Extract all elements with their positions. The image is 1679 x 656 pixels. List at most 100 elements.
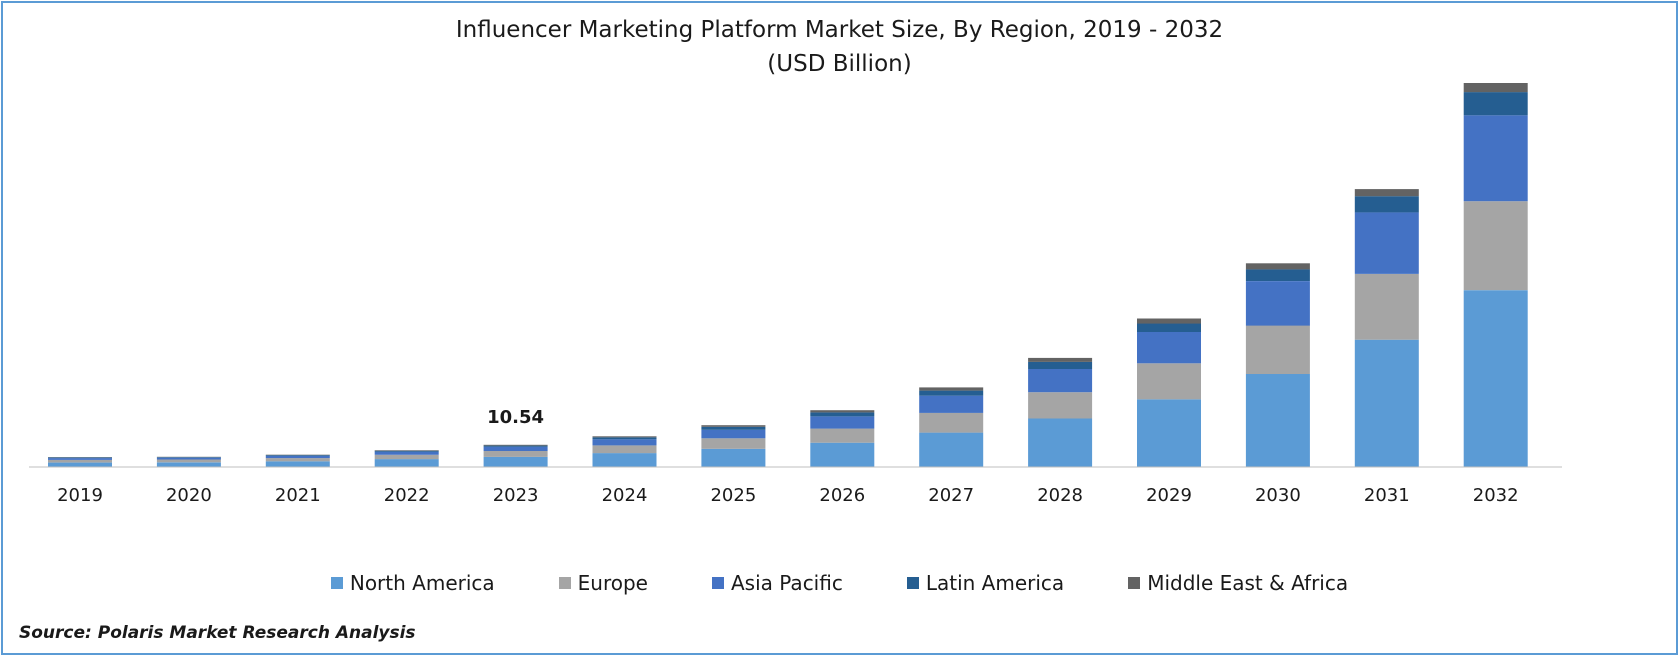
bar-segment-north-america-2021 [265, 461, 330, 467]
bar-segment-europe-2031 [1354, 274, 1419, 340]
bar-segment-asia-pacific-2020 [156, 457, 221, 460]
x-tick-label: 2028 [1037, 485, 1083, 506]
x-tick-label: 2032 [1473, 485, 1519, 506]
bar-segment-latin-america-2029 [1137, 323, 1201, 332]
bar-segment-middle-east-africa-2032 [1463, 83, 1528, 93]
legend-swatch [330, 577, 343, 589]
legend-item-latin-america: Latin America [906, 571, 1065, 595]
bar-segment-europe-2028 [1028, 392, 1093, 419]
bar-segment-asia-pacific-2027 [919, 395, 984, 413]
bar-segment-europe-2032 [1463, 201, 1528, 291]
legend-item-north-america: North America [330, 571, 495, 595]
bar-segment-latin-america-2024 [592, 437, 657, 440]
bar-segment-north-america-2026 [810, 442, 875, 467]
bar-segment-north-america-2030 [1245, 374, 1310, 467]
bar-segment-europe-2026 [810, 428, 875, 443]
legend-swatch [1128, 577, 1141, 589]
bar-segment-europe-2024 [592, 445, 657, 454]
bar-segment-middle-east-africa-2025 [701, 425, 766, 427]
bar-segment-north-america-2032 [1463, 290, 1528, 467]
bar-segment-asia-pacific-2030 [1245, 281, 1310, 326]
legend-item-middle-east-africa: Middle East & Africa [1128, 571, 1348, 595]
bar-segment-middle-east-africa-2026 [810, 410, 875, 413]
data-label-2023: 10.54 [487, 407, 544, 428]
legend-item-asia-pacific: Asia Pacific [712, 571, 843, 595]
annotations-group: 10.54 [487, 407, 544, 428]
bar-segment-europe-2021 [265, 458, 330, 462]
bar-segment-latin-america-2022 [374, 450, 439, 452]
bar-segment-north-america-2031 [1354, 339, 1419, 467]
source-note: Source: Polaris Market Research Analysis [19, 623, 416, 643]
x-tick-label: 2020 [166, 485, 212, 506]
bar-segment-north-america-2028 [1028, 418, 1093, 467]
chart-subtitle: (USD Billion) [767, 51, 912, 77]
x-tick-label: 2021 [275, 485, 321, 506]
bar-segment-europe-2023 [483, 451, 548, 457]
bar-segment-middle-east-africa-2029 [1137, 318, 1201, 324]
legend-label: Asia Pacific [731, 571, 843, 595]
x-tick-label: 2024 [602, 485, 648, 506]
bar-segment-asia-pacific-2023 [483, 446, 548, 451]
x-tick-label: 2022 [384, 485, 430, 506]
bar-segment-latin-america-2019 [48, 457, 112, 459]
bar-segment-asia-pacific-2032 [1463, 115, 1528, 202]
stacked-bar-chart: 2019 2020 2021 2022 2023 2024 2025 2026 2027 2028… [29, 83, 1562, 506]
bar-segment-middle-east-africa-2027 [919, 387, 984, 391]
legend-label: North America [349, 571, 495, 595]
bar-segment-north-america-2027 [919, 432, 984, 467]
x-tick-label: 2031 [1364, 485, 1410, 506]
bar-segment-middle-east-africa-2030 [1245, 263, 1310, 270]
bar-segment-asia-pacific-2022 [374, 451, 439, 455]
x-tick-label: 2019 [57, 485, 103, 506]
x-tick-label: 2027 [928, 485, 974, 506]
bar-segment-north-america-2024 [592, 453, 657, 467]
legend-label: Europe [577, 571, 648, 595]
bar-segment-latin-america-2026 [810, 412, 875, 417]
bar-segment-asia-pacific-2026 [810, 416, 875, 429]
bar-segment-asia-pacific-2021 [265, 455, 330, 459]
bar-segment-latin-america-2030 [1245, 269, 1310, 281]
bar-segment-middle-east-africa-2023 [483, 444, 548, 446]
bar-segment-asia-pacific-2019 [48, 458, 112, 460]
bar-segment-latin-america-2023 [483, 445, 548, 447]
bar-segment-north-america-2020 [156, 462, 221, 467]
bar-segment-north-america-2029 [1137, 399, 1201, 467]
bar-segment-latin-america-2025 [701, 426, 766, 430]
bar-segment-europe-2020 [156, 459, 221, 463]
x-tick-label: 2026 [819, 485, 865, 506]
bar-segment-latin-america-2028 [1028, 361, 1093, 369]
bar-segment-asia-pacific-2028 [1028, 369, 1093, 393]
bar-segment-north-america-2022 [374, 459, 439, 467]
bar-segment-latin-america-2032 [1463, 92, 1528, 116]
bar-segment-europe-2019 [48, 459, 112, 463]
x-tick-label: 2025 [710, 485, 756, 506]
bar-segment-europe-2027 [919, 412, 984, 433]
bar-segment-asia-pacific-2024 [592, 439, 657, 446]
bar-segment-asia-pacific-2031 [1354, 212, 1419, 274]
legend-label: Latin America [925, 571, 1065, 595]
bar-segment-north-america-2023 [483, 456, 548, 467]
bar-segment-europe-2030 [1245, 325, 1310, 374]
bar-segment-europe-2025 [701, 438, 766, 449]
chart-title: Influencer Marketing Platform Market Siz… [455, 17, 1224, 43]
bar-segment-north-america-2019 [48, 462, 112, 467]
bar-segment-europe-2022 [374, 454, 439, 460]
x-tick-label: 2030 [1255, 485, 1301, 506]
legend-swatch [906, 577, 919, 589]
bars-group [48, 83, 1528, 467]
bar-segment-latin-america-2031 [1354, 196, 1419, 213]
bar-segment-north-america-2025 [701, 448, 766, 467]
bar-segment-middle-east-africa-2022 [374, 450, 439, 451]
legend-swatch [558, 577, 571, 589]
bar-segment-latin-america-2027 [919, 390, 984, 396]
bar-segment-asia-pacific-2029 [1137, 332, 1201, 364]
legend-label: Middle East & Africa [1147, 571, 1349, 595]
legend-item-europe: Europe [558, 571, 648, 595]
bar-segment-middle-east-africa-2024 [592, 436, 657, 438]
x-tick-label: 2023 [493, 485, 539, 506]
bar-segment-latin-america-2021 [265, 455, 330, 456]
x-tick-labels: 2019 2020 2021 2022 2023 2024 2025 2026 2027 2028… [57, 485, 1519, 506]
bar-segment-middle-east-africa-2028 [1028, 357, 1093, 362]
legend: North America Europe Asia Pacific Latin Ame… [3, 571, 1676, 595]
